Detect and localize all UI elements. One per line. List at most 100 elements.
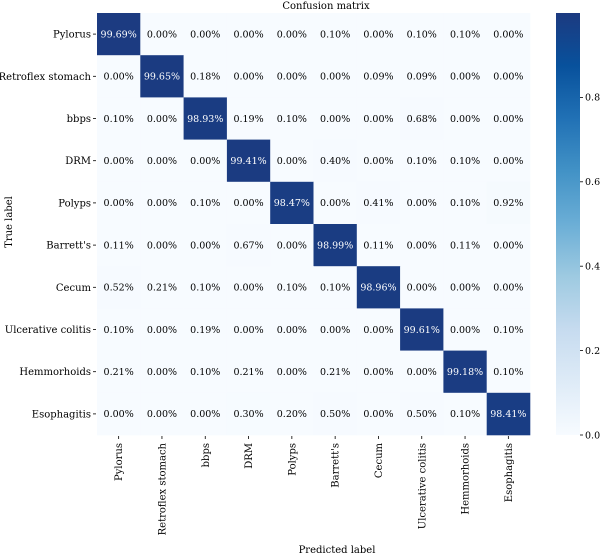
cell-value-label: 0.00% (233, 198, 263, 209)
heatmap-cell (313, 97, 358, 140)
heatmap-cell (400, 13, 444, 56)
cell-value-label: 0.19% (190, 325, 220, 336)
cell-value-label: 0.21% (147, 283, 177, 294)
cell-value-label: 0.00% (450, 283, 480, 294)
heatmap-cell (443, 308, 487, 351)
heatmap-cell (400, 139, 444, 183)
cell-value-label: 0.30% (233, 409, 263, 420)
heatmap-cell (486, 224, 531, 267)
heatmap-cell (140, 392, 184, 436)
row-tick-label: Polyps (58, 198, 91, 209)
heatmap-cell (313, 13, 358, 56)
cell-value-label: 0.11% (363, 240, 393, 251)
cell-value-label: 0.00% (493, 283, 523, 294)
cell-value-label: 0.00% (190, 29, 220, 40)
heatmap-cell (97, 181, 141, 225)
heatmap-cell (356, 266, 401, 309)
cell-value-label: 0.00% (147, 114, 177, 125)
cell-value-label: 0.00% (277, 29, 307, 40)
heatmap-cell (486, 181, 531, 225)
heatmap-cell (97, 55, 141, 98)
heatmap-cells: 99.69% 0.00% 0.00% 0.00% 0.00% 0.10% 0.00% 0.10… (97, 13, 531, 436)
heatmap-cell (486, 308, 531, 351)
cell-value-label: 0.00% (493, 29, 523, 40)
cell-value-label: 0.00% (277, 72, 307, 83)
cell-value-label: 98.96% (360, 283, 396, 294)
heatmap-cell (183, 97, 228, 140)
heatmap-cell (97, 308, 141, 351)
cell-value-label: 0.10% (190, 198, 220, 209)
heatmap-cell (443, 97, 487, 140)
heatmap-cell (183, 181, 228, 225)
cell-value-label: 0.21% (320, 367, 350, 378)
heatmap-cell (486, 139, 531, 183)
cell-value-label: 0.10% (277, 114, 307, 125)
cell-value-label: 0.00% (104, 156, 134, 167)
heatmap-cell (270, 308, 314, 351)
cell-value-label: 0.00% (363, 409, 393, 420)
cell-value-label: 0.10% (104, 325, 134, 336)
cell-value-label: 0.11% (104, 240, 134, 251)
heatmap-cell (356, 55, 401, 98)
column-tick-label: DRM (244, 443, 255, 469)
cell-value-label: 0.00% (407, 240, 437, 251)
cell-value-label: 0.50% (320, 409, 350, 420)
cell-value-label: 0.00% (450, 325, 480, 336)
cell-value-label: 0.00% (363, 156, 393, 167)
cell-value-label: 0.10% (190, 367, 220, 378)
heatmap-cell (140, 97, 184, 140)
cell-value-label: 0.00% (104, 198, 134, 209)
cell-value-label: 0.00% (147, 409, 177, 420)
cell-value-label: 0.00% (190, 156, 220, 167)
cell-value-label: 99.69% (101, 29, 137, 40)
cell-value-label: 0.18% (190, 72, 220, 83)
cell-value-label: 0.00% (407, 367, 437, 378)
heatmap-cell (97, 350, 141, 394)
row-tick-label: Retroflex stomach (0, 72, 92, 83)
column-tick-label: Ulcerative colitis (417, 443, 428, 529)
cell-value-label: 0.00% (363, 367, 393, 378)
heatmap-cell (183, 13, 228, 56)
heatmap-cell (486, 13, 531, 56)
cell-value-label: 0.10% (277, 283, 307, 294)
heatmap-cell (183, 224, 228, 267)
heatmap-cell (486, 350, 531, 394)
cell-value-label: 0.11% (450, 240, 480, 251)
cell-value-label: 0.00% (147, 29, 177, 40)
column-tick-label: Pylorus (114, 443, 125, 481)
cell-value-label: 0.41% (363, 198, 393, 209)
heatmap-cell (356, 224, 401, 267)
heatmap-cell (400, 97, 444, 140)
heatmap-cell (356, 181, 401, 225)
heatmap-cell (486, 97, 531, 140)
cell-value-label: 98.41% (490, 409, 526, 420)
row-tick-labels: Pylorus Retroflex stomach bbps DRM Polyps Bar… (0, 30, 96, 420)
cell-value-label: 0.00% (450, 72, 480, 83)
heatmap-cell (313, 181, 358, 225)
heatmap-cell (313, 55, 358, 98)
heatmap-cell (226, 55, 271, 98)
heatmap-cell (400, 350, 444, 394)
cell-value-label: 0.10% (407, 156, 437, 167)
heatmap-cell (183, 308, 228, 351)
cell-value-label: 0.10% (450, 156, 480, 167)
row-tick-label: Ulcerative colitis (5, 325, 91, 336)
chart-title: Confusion matrix (282, 1, 370, 12)
cell-value-label: 0.00% (493, 114, 523, 125)
cell-value-label: 0.00% (104, 409, 134, 420)
heatmap-cell (356, 350, 401, 394)
heatmap-cell (226, 224, 271, 267)
cell-value-label: 0.00% (147, 325, 177, 336)
cell-value-label: 0.52% (104, 283, 134, 294)
x-axis-label: Predicted label (299, 545, 376, 556)
heatmap-cell (270, 224, 314, 267)
heatmap-cell (97, 266, 141, 309)
heatmap-cell (97, 139, 141, 183)
heatmap-cell (443, 55, 487, 98)
heatmap-cell (400, 224, 444, 267)
heatmap-cell (356, 308, 401, 351)
cell-value-label: 0.19% (233, 114, 263, 125)
cell-value-label: 0.67% (233, 240, 263, 251)
cell-value-label: 0.00% (190, 240, 220, 251)
heatmap-cell (356, 13, 401, 56)
